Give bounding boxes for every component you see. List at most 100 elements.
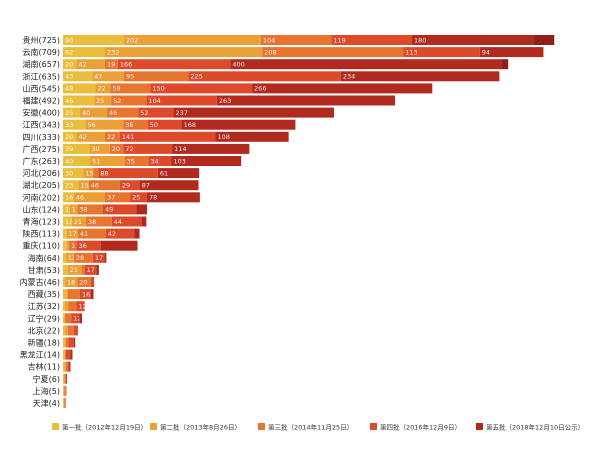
bar-segment	[63, 325, 66, 336]
bar-segment	[123, 143, 173, 154]
bar-segment	[171, 156, 242, 166]
bar-segment	[63, 156, 91, 166]
bar-value-label: 119	[333, 36, 345, 44]
bar-value-label: 36	[125, 121, 133, 129]
bar-segment	[104, 252, 107, 263]
bar-value-label: 62	[65, 48, 73, 56]
bar-segment	[63, 373, 66, 384]
bar-segment	[88, 180, 120, 191]
category-label: 四川(333)	[22, 133, 60, 142]
bar-segment	[68, 301, 77, 312]
bar-value-label: 202	[126, 36, 138, 44]
bar-segment	[230, 59, 502, 70]
bar-segment	[65, 301, 69, 312]
bar-segment	[73, 337, 76, 348]
bar-segment	[66, 240, 70, 251]
bar-segment	[67, 325, 74, 336]
bar-segment	[119, 180, 140, 191]
category-label: 吉林(11)	[28, 362, 60, 372]
bar-segment	[65, 349, 66, 360]
bar-value-label: 16	[82, 290, 90, 298]
bar-value-label: 61	[160, 169, 168, 177]
bar-segment	[63, 264, 68, 275]
bar-value-label: 108	[217, 133, 229, 141]
category-label: 湖北(205)	[22, 181, 60, 190]
bar-segment	[65, 398, 66, 408]
legend-swatch	[258, 423, 265, 430]
bar-segment	[65, 373, 67, 384]
bar-value-label: 40	[65, 157, 73, 165]
bar-segment	[105, 131, 120, 142]
category-label: 浙江(635)	[22, 71, 60, 81]
bar-value-label: 11	[71, 242, 79, 250]
category-label: 北京(22)	[28, 325, 60, 335]
bar-segment	[188, 71, 341, 82]
bar-segment	[136, 204, 148, 215]
bar-segment	[63, 168, 84, 179]
bar-segment	[65, 277, 78, 287]
bar-segment	[63, 385, 64, 396]
category-label: 西藏(35)	[28, 289, 60, 299]
bar-segment	[100, 240, 138, 251]
bar-segment	[77, 325, 78, 336]
bar-value-label: 150	[152, 85, 164, 93]
bar-segment	[69, 361, 71, 372]
bar-value-label: 141	[122, 133, 134, 141]
bar-segment	[63, 385, 65, 396]
bar-value-label: 234	[343, 73, 355, 81]
bar-value-label: 46	[76, 194, 84, 202]
bar-segment	[109, 143, 124, 154]
bar-segment	[70, 349, 73, 360]
bar-value-label: 21	[70, 266, 78, 274]
bar-value-label: 29	[122, 182, 130, 190]
legend-label: 第四批（2016年12月9日）	[380, 423, 461, 432]
bar-segment	[63, 349, 65, 360]
bar-value-label: 47	[94, 73, 102, 81]
bar-value-label: 13	[65, 218, 73, 226]
bar-value-label: 44	[114, 218, 122, 226]
bar-segment	[83, 168, 94, 179]
bar-segment	[63, 204, 70, 215]
bar-segment	[403, 47, 480, 58]
bar-segment	[63, 192, 74, 203]
bar-segment	[93, 168, 99, 179]
legend-label: 第一批（2012年12月19日）	[62, 423, 147, 432]
bar-segment	[84, 264, 97, 275]
bar-segment	[89, 143, 110, 154]
bar-segment	[73, 252, 93, 263]
bar-segment	[65, 313, 72, 324]
category-label: 上海(5)	[33, 386, 60, 396]
bar-value-label: 72	[125, 145, 133, 153]
bar-value-label: 11	[72, 206, 80, 214]
bar-value-label: 114	[174, 145, 186, 153]
bar-value-label: 17	[95, 254, 103, 262]
bar-value-label: 42	[79, 133, 87, 141]
bar-segment	[77, 277, 91, 287]
bar-segment	[71, 216, 87, 227]
bar-value-label: 17	[87, 266, 95, 274]
bar-segment	[216, 95, 396, 106]
bar-value-label: 237	[175, 109, 187, 117]
bar-value-label: 20	[112, 145, 120, 153]
bar-value-label: 166	[120, 61, 132, 69]
category-label: 广东(263)	[22, 156, 60, 166]
bar-segment	[66, 373, 68, 384]
bar-segment	[66, 289, 68, 300]
bar-segment	[63, 373, 64, 384]
category-label: 福建(492)	[22, 96, 60, 106]
legend-swatch	[370, 423, 377, 430]
legend: 第一批（2012年12月19日） 第二批（2013年8月26日） 第三批（2014年…	[52, 423, 584, 432]
bar-segment	[141, 216, 147, 227]
legend-label: 第三批（2014年11月25日）	[268, 423, 353, 432]
category-label: 湖南(657)	[22, 59, 60, 69]
bar-segment	[98, 168, 158, 179]
bar-segment	[148, 156, 172, 166]
category-label: 黑龙江(14)	[20, 350, 60, 360]
bar-segment	[63, 143, 90, 154]
bar-segment	[102, 204, 137, 215]
bar-value-label: 10	[65, 206, 73, 214]
bar-segment	[63, 59, 77, 70]
category-label: 山东(124)	[22, 204, 60, 214]
bar-segment	[92, 71, 124, 82]
